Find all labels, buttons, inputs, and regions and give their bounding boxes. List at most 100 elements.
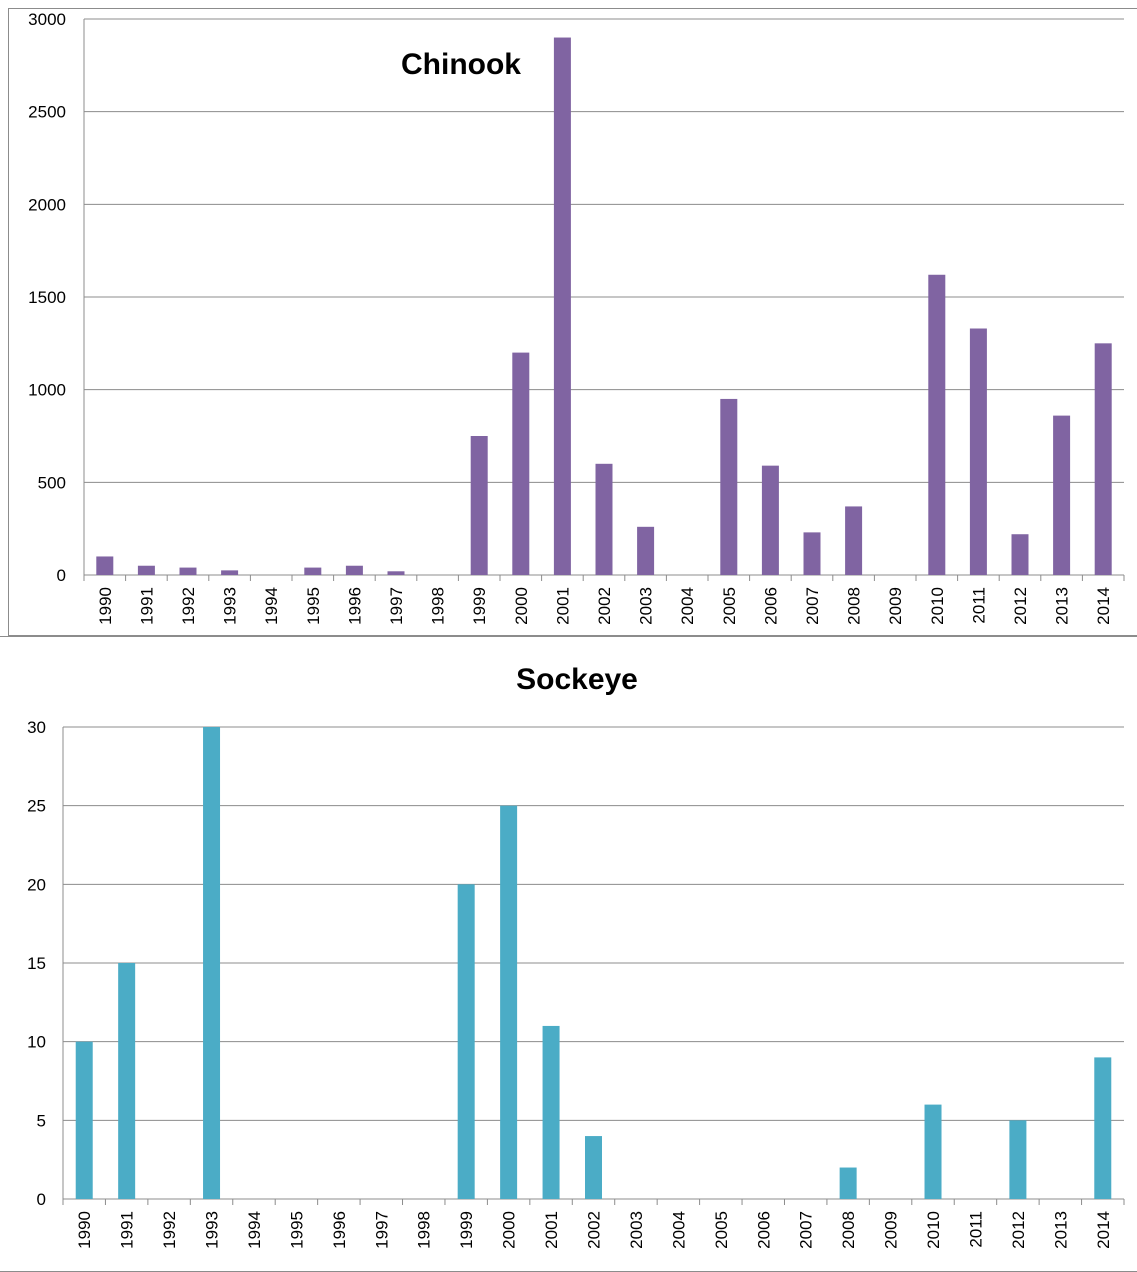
x-tick-label: 1991: [137, 587, 156, 625]
bar-2010: [928, 274, 946, 575]
x-tick-label: 1998: [415, 1211, 434, 1249]
bar-2000: [500, 805, 518, 1199]
bar-2008: [839, 1167, 857, 1199]
x-tick-label: 2007: [797, 1211, 816, 1249]
bar-2011: [969, 328, 987, 575]
bar-2002: [595, 463, 613, 575]
y-tick-label: 0: [57, 566, 66, 585]
x-tick-label: 1992: [160, 1211, 179, 1249]
x-tick-label: 2002: [595, 587, 614, 625]
chart-border: [8, 8, 1137, 636]
x-tick-label: 2001: [542, 1211, 561, 1249]
x-tick-label: 1997: [387, 587, 406, 625]
x-tick-label: 2011: [966, 1211, 985, 1248]
bar-1990: [96, 556, 114, 575]
x-tick-label: 2008: [839, 1211, 858, 1249]
bar-2001: [542, 1025, 560, 1199]
x-tick-label: 1993: [221, 587, 240, 625]
y-tick-label: 2500: [28, 103, 66, 122]
bar-1995: [304, 567, 322, 575]
bar-1996: [345, 565, 363, 575]
x-tick-label: 1990: [96, 587, 115, 625]
y-tick-label: 5: [37, 1111, 46, 1130]
y-tick-label: 2000: [28, 195, 66, 214]
bar-1990: [75, 1041, 93, 1199]
bar-2005: [720, 398, 738, 575]
x-tick-label: 2006: [754, 1211, 773, 1249]
bar-2010: [924, 1104, 942, 1199]
bar-2014: [1094, 1057, 1112, 1199]
x-tick-label: 2002: [585, 1211, 604, 1249]
sockeye-chart: 0 5 10 15 20 25 30 1990 1991 1992 1993 1994 1995 1996…: [27, 663, 1125, 1249]
y-tick-label: 3000: [28, 10, 66, 29]
bar-2000: [512, 352, 530, 575]
x-tick-label: 2014: [1094, 587, 1113, 625]
bar-2012: [1009, 1120, 1027, 1199]
bar-1999: [470, 436, 488, 575]
y-tick-label: 500: [38, 473, 66, 492]
y-tick-label: 0: [37, 1190, 46, 1209]
x-tick-label: 2013: [1051, 1211, 1070, 1249]
bar-2012: [1011, 534, 1029, 575]
y-tick-label: 15: [27, 954, 46, 973]
x-tick-label: 2003: [627, 1211, 646, 1249]
x-tick-label: 1994: [245, 1211, 264, 1249]
x-tick-label: 1995: [304, 587, 323, 625]
y-tick-label: 1500: [28, 288, 66, 307]
sockeye-chart-panel: 0 5 10 15 20 25 30 1990 1991 1992 1993 1994 1995 1996…: [0, 636, 1137, 1272]
x-tick-label: 1993: [203, 1211, 222, 1249]
chart-border: [0, 636, 1137, 1272]
bar-1997: [387, 571, 405, 575]
x-tick-label: 1990: [75, 1211, 94, 1249]
x-tick-label: 1999: [457, 1211, 476, 1249]
bar-2013: [1053, 415, 1071, 575]
x-tick-label: 2004: [669, 1211, 688, 1249]
x-tick-label: 2012: [1011, 587, 1030, 625]
x-tick-label: 2003: [637, 587, 656, 625]
x-tick-label: 2004: [678, 587, 697, 625]
bar-2001: [553, 37, 571, 576]
bar-1992: [179, 567, 197, 575]
bar-1991: [118, 963, 136, 1199]
x-tick-label: 2014: [1094, 1211, 1113, 1249]
y-tick-label: 30: [27, 718, 46, 737]
x-tick-label: 2001: [553, 587, 572, 625]
x-tick-label: 1994: [262, 587, 281, 625]
x-tick-label: 2005: [720, 587, 739, 625]
y-tick-label: 10: [27, 1033, 46, 1052]
x-tick-label: 1996: [330, 1211, 349, 1249]
bar-1991: [137, 565, 155, 575]
bar-2008: [845, 506, 863, 575]
chart-title: Chinook: [401, 48, 521, 81]
bar-2003: [637, 526, 655, 575]
x-tick-label: 1995: [287, 1211, 306, 1249]
x-tick-label: 2000: [500, 1211, 519, 1249]
x-tick-label: 1992: [179, 587, 198, 625]
x-tick-label: 2010: [924, 1211, 943, 1249]
chinook-chart: 0 500 1000 1500 2000 2500 3000 1990 1991 1992 1993…: [28, 10, 1125, 625]
x-tick-label: 1996: [345, 587, 364, 625]
x-tick-label: 1999: [470, 587, 489, 625]
x-tick-label: 2006: [761, 587, 780, 625]
x-tick-label: 2013: [1053, 587, 1072, 625]
x-tick-label: 2008: [845, 587, 864, 625]
x-tick-label: 1991: [118, 1211, 137, 1249]
x-tick-label: 1997: [372, 1211, 391, 1249]
x-tick-label: 1998: [429, 587, 448, 625]
x-tick-label: 2012: [1009, 1211, 1028, 1249]
x-tick-label: 2010: [928, 587, 947, 625]
x-tick-label: 2009: [886, 587, 905, 625]
bar-1993: [203, 727, 221, 1199]
chart-title: Sockeye: [516, 663, 638, 696]
chinook-chart-panel: 0 500 1000 1500 2000 2500 3000 1990 1991 1992 1993…: [8, 8, 1137, 636]
bar-1993: [221, 570, 239, 575]
bar-2007: [803, 532, 821, 575]
y-tick-label: 25: [27, 797, 46, 816]
x-tick-label: 2007: [803, 587, 822, 625]
bar-2014: [1094, 343, 1112, 575]
x-tick-label: 2011: [969, 587, 988, 624]
y-tick-label: 1000: [28, 381, 66, 400]
bar-1999: [457, 884, 475, 1199]
x-tick-label: 2000: [512, 587, 531, 625]
x-tick-label: 2009: [882, 1211, 901, 1249]
